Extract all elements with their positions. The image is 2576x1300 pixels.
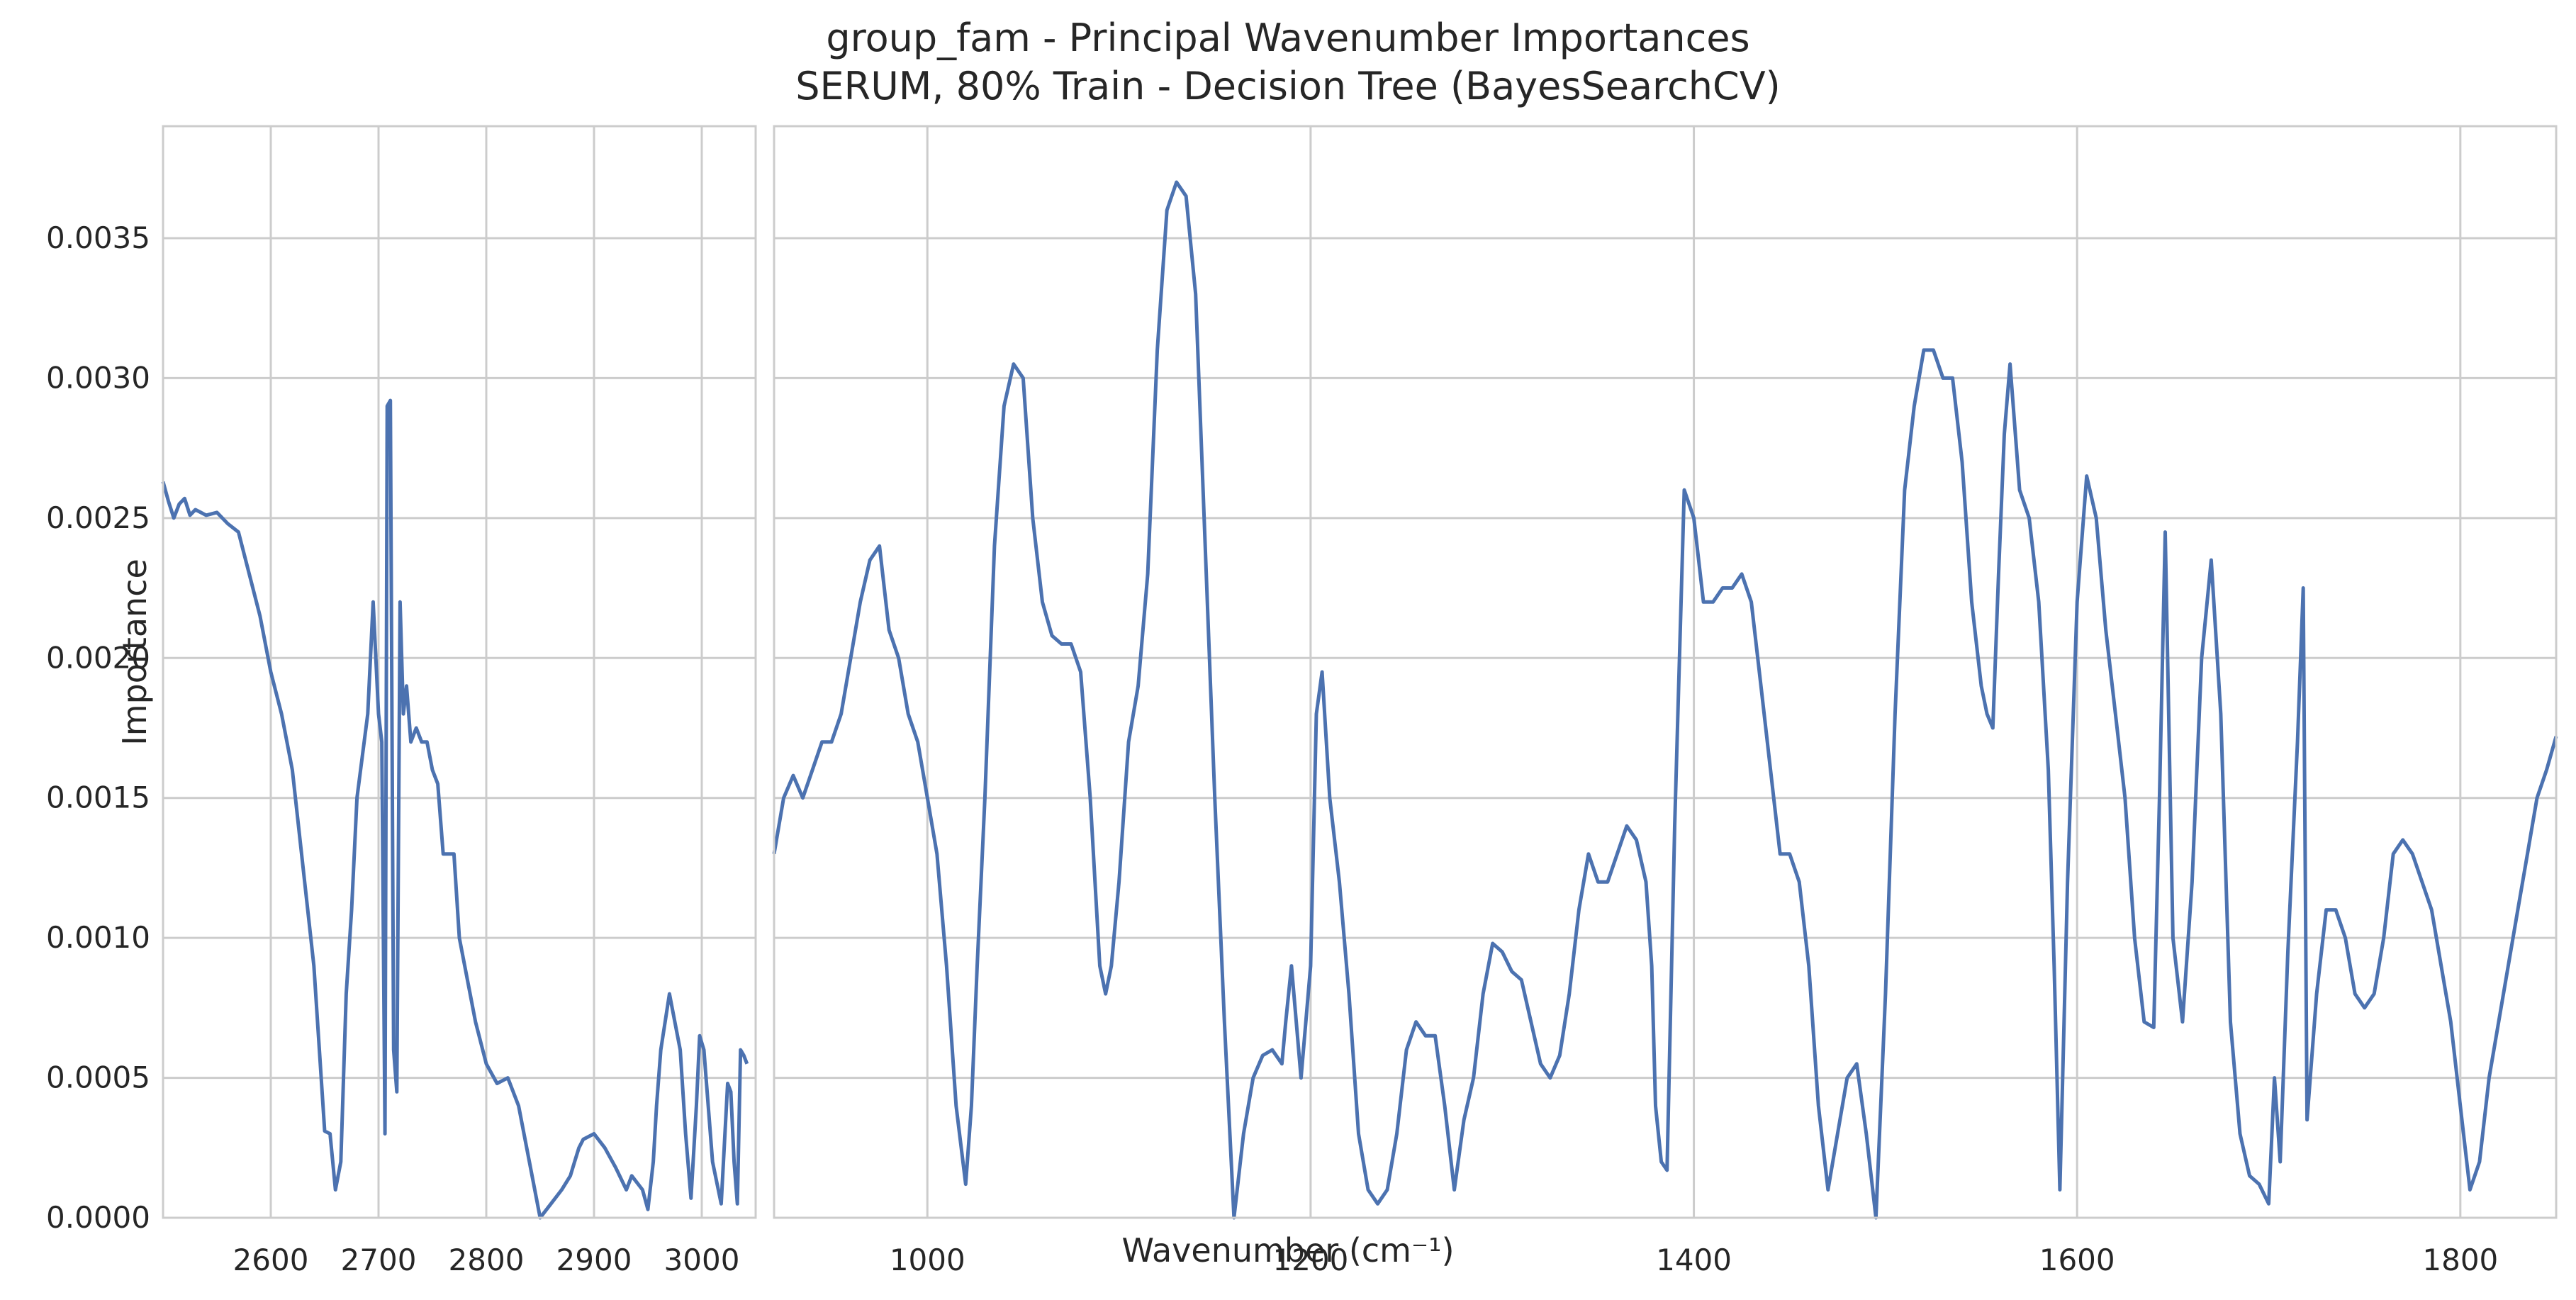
left-panel-background: [163, 126, 756, 1218]
y-tick-labels: 0.0000 0.0005 0.0010 0.0015 0.0020 0.0025 0.00…: [46, 220, 150, 1235]
x-tick-label: 1600: [2039, 1243, 2115, 1277]
chart-subtitle: SERUM, 80% Train - Decision Tree (BayesS…: [795, 64, 1780, 108]
y-tick-label: 0.0010: [46, 920, 150, 955]
left-panel: 2600 2700 2800 2900 3000 0.00000.00050.00100…: [46, 125, 757, 1277]
right-panel: 1000 1200 1400 1600 1800: [772, 125, 2558, 1277]
chart-title: group_fam - Principal Wavenumber Importa…: [826, 16, 1749, 60]
x-axis-label: Wavenumber (cm⁻¹): [1121, 1231, 1454, 1270]
x-tick-label: 2800: [449, 1243, 525, 1277]
right-panel-background: [774, 126, 2556, 1218]
right-gridlines: [774, 126, 2556, 1219]
x-tick-label: 2900: [556, 1243, 632, 1277]
left-x-tick-labels: 2600 2700 2800 2900 3000: [233, 1243, 740, 1277]
x-tick-label: 3000: [664, 1243, 740, 1277]
y-tick-label: 0.0025: [46, 500, 150, 535]
right-x-tick-labels: 1000 1200 1400 1600 1800: [890, 1243, 2498, 1277]
y-tick-label: 0.0000: [46, 1200, 150, 1235]
x-tick-label: 1400: [1656, 1243, 1732, 1277]
y-tick-label: 0.0005: [46, 1060, 150, 1095]
x-tick-label: 2700: [341, 1243, 417, 1277]
right-series-line: [772, 180, 2558, 1220]
y-axis-label: Importance: [116, 559, 154, 746]
right-panel-frame: [773, 125, 2558, 1219]
y-tick-label: 0.0015: [46, 780, 150, 815]
left-series-line: [161, 398, 749, 1220]
y-tick-label: 0.0030: [46, 360, 150, 395]
left-panel-frame: [162, 125, 757, 1219]
x-tick-label: 1000: [890, 1243, 965, 1277]
y-tick-label: 0.0020: [46, 640, 150, 675]
x-tick-label: 2600: [233, 1243, 309, 1277]
x-tick-label: 1200: [1272, 1243, 1348, 1277]
x-tick-label: 1800: [2422, 1243, 2498, 1277]
y-tick-label: 0.0035: [46, 220, 150, 255]
